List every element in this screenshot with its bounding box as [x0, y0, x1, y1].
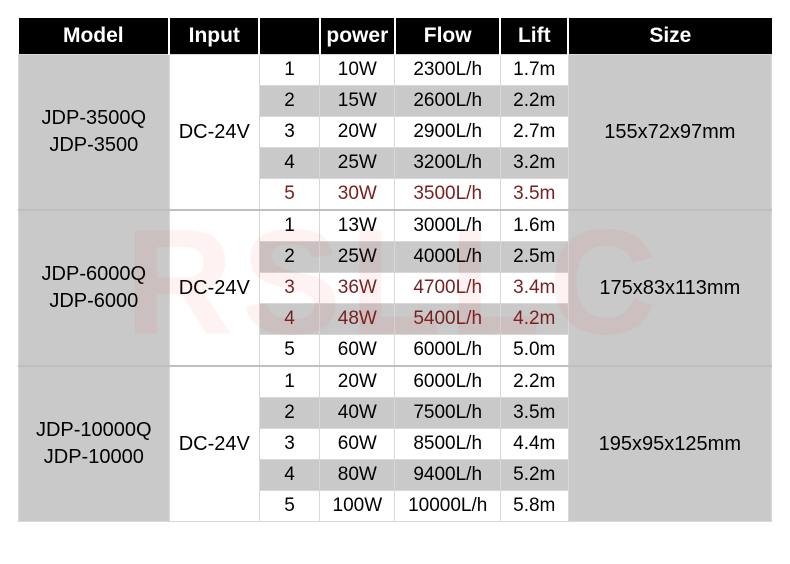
lift-cell: 5.2m: [500, 460, 568, 491]
lift-cell: 4.2m: [500, 304, 568, 335]
level-cell: 1: [259, 210, 319, 242]
power-cell: 13W: [320, 210, 395, 242]
level-cell: 2: [259, 398, 319, 429]
flow-cell: 6000L/h: [395, 366, 500, 398]
power-cell: 80W: [320, 460, 395, 491]
header-size: Size: [568, 18, 771, 55]
input-cell: DC-24V: [169, 366, 259, 522]
flow-cell: 2300L/h: [395, 55, 500, 86]
size-cell: 175x83x113mm: [568, 210, 771, 366]
header-input: Input: [169, 18, 259, 55]
power-cell: 10W: [320, 55, 395, 86]
header-level: [259, 18, 319, 55]
lift-cell: 5.0m: [500, 335, 568, 367]
power-cell: 36W: [320, 273, 395, 304]
level-cell: 3: [259, 429, 319, 460]
model-line2: JDP-3500: [49, 134, 138, 156]
flow-cell: 3500L/h: [395, 179, 500, 211]
header-row: Model Input power Flow Lift Size: [19, 18, 772, 55]
level-cell: 1: [259, 55, 319, 86]
flow-cell: 2600L/h: [395, 86, 500, 117]
power-cell: 30W: [320, 179, 395, 211]
power-cell: 15W: [320, 86, 395, 117]
lift-cell: 2.2m: [500, 366, 568, 398]
flow-cell: 5400L/h: [395, 304, 500, 335]
spec-table-container: Model Input power Flow Lift Size JDP-350…: [0, 0, 790, 540]
input-cell: DC-24V: [169, 210, 259, 366]
level-cell: 3: [259, 273, 319, 304]
level-cell: 1: [259, 366, 319, 398]
lift-cell: 4.4m: [500, 429, 568, 460]
power-cell: 20W: [320, 366, 395, 398]
lift-cell: 5.8m: [500, 491, 568, 522]
header-flow: Flow: [395, 18, 500, 55]
header-lift: Lift: [500, 18, 568, 55]
size-cell: 155x72x97mm: [568, 55, 771, 211]
lift-cell: 2.7m: [500, 117, 568, 148]
power-cell: 25W: [320, 242, 395, 273]
flow-cell: 3200L/h: [395, 148, 500, 179]
lift-cell: 2.5m: [500, 242, 568, 273]
lift-cell: 3.2m: [500, 148, 568, 179]
flow-cell: 4000L/h: [395, 242, 500, 273]
table-row: JDP-10000QJDP-10000DC-24V120W6000L/h2.2m…: [19, 366, 772, 398]
lift-cell: 2.2m: [500, 86, 568, 117]
header-model: Model: [19, 18, 170, 55]
level-cell: 3: [259, 117, 319, 148]
model-line1: JDP-6000Q: [42, 263, 147, 285]
level-cell: 4: [259, 304, 319, 335]
flow-cell: 10000L/h: [395, 491, 500, 522]
lift-cell: 3.5m: [500, 179, 568, 211]
flow-cell: 9400L/h: [395, 460, 500, 491]
lift-cell: 1.6m: [500, 210, 568, 242]
power-cell: 20W: [320, 117, 395, 148]
spec-table: Model Input power Flow Lift Size JDP-350…: [18, 18, 772, 522]
header-power: power: [320, 18, 395, 55]
lift-cell: 3.4m: [500, 273, 568, 304]
power-cell: 100W: [320, 491, 395, 522]
level-cell: 5: [259, 179, 319, 211]
level-cell: 5: [259, 491, 319, 522]
level-cell: 4: [259, 460, 319, 491]
flow-cell: 4700L/h: [395, 273, 500, 304]
level-cell: 2: [259, 86, 319, 117]
table-row: JDP-3500QJDP-3500DC-24V110W2300L/h1.7m15…: [19, 55, 772, 86]
model-cell: JDP-10000Q JDP-10000: [19, 366, 170, 522]
flow-cell: 7500L/h: [395, 398, 500, 429]
flow-cell: 6000L/h: [395, 335, 500, 367]
lift-cell: 3.5m: [500, 398, 568, 429]
lift-cell: 1.7m: [500, 55, 568, 86]
model-line2: JDP-10000: [44, 446, 144, 468]
power-cell: 40W: [320, 398, 395, 429]
level-cell: 5: [259, 335, 319, 367]
flow-cell: 8500L/h: [395, 429, 500, 460]
power-cell: 60W: [320, 429, 395, 460]
power-cell: 48W: [320, 304, 395, 335]
model-line1: JDP-3500Q: [42, 107, 147, 129]
model-cell: JDP-3500Q JDP-3500: [19, 55, 170, 211]
level-cell: 4: [259, 148, 319, 179]
flow-cell: 3000L/h: [395, 210, 500, 242]
level-cell: 2: [259, 242, 319, 273]
power-cell: 60W: [320, 335, 395, 367]
model-line1: JDP-10000Q: [36, 419, 152, 441]
spec-table-body: JDP-3500QJDP-3500DC-24V110W2300L/h1.7m15…: [19, 55, 772, 522]
size-cell: 195x95x125mm: [568, 366, 771, 522]
power-cell: 25W: [320, 148, 395, 179]
input-cell: DC-24V: [169, 55, 259, 211]
flow-cell: 2900L/h: [395, 117, 500, 148]
model-cell: JDP-6000Q JDP-6000: [19, 210, 170, 366]
table-row: JDP-6000QJDP-6000DC-24V113W3000L/h1.6m17…: [19, 210, 772, 242]
model-line2: JDP-6000: [49, 290, 138, 312]
